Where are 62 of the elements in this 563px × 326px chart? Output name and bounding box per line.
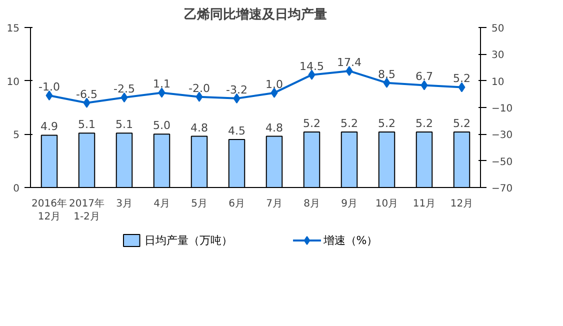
x-tick-label: 4月 — [154, 198, 170, 210]
data-label: 4.5 — [228, 124, 246, 138]
x-tick-label: 12月 — [450, 198, 474, 210]
point — [308, 70, 316, 80]
point — [233, 93, 240, 104]
y2-tick-label: 50 — [492, 24, 504, 34]
point — [270, 88, 278, 98]
point — [46, 90, 53, 100]
x-tick-label: 3月 — [116, 198, 132, 210]
data-label: -6.5 — [76, 88, 98, 101]
x-tick-label: 2016年 12月 — [32, 198, 67, 223]
data-label: 1.1 — [153, 78, 171, 91]
y-tick-label: 10 — [6, 76, 20, 88]
x-tick-label: 9月 — [341, 198, 358, 210]
data-label: 4.9 — [40, 120, 58, 134]
data-label: -2.0 — [188, 82, 210, 95]
data-label: 5.2 — [303, 117, 321, 130]
y2-tick-label: −30 — [492, 130, 513, 142]
data-label: 8.5 — [378, 68, 396, 81]
data-label: 1.0 — [266, 78, 284, 91]
x-tick-label: 2017年 1-2月 — [69, 198, 104, 223]
x-tick-label: 10月 — [375, 198, 398, 210]
y2-tick-label: −50 — [492, 156, 513, 168]
point — [83, 98, 90, 108]
y-tick-label: 5 — [13, 130, 20, 142]
point — [346, 66, 353, 76]
y2-tick-label: −70 — [492, 184, 513, 194]
data-label: 5.2 — [453, 117, 471, 130]
y2-tick-label: 10 — [492, 76, 504, 88]
data-label: 5.2 — [416, 117, 434, 130]
y-tick-label: 0 — [13, 184, 20, 194]
data-label: 4.8 — [190, 121, 208, 134]
point — [420, 80, 428, 90]
point — [196, 92, 203, 102]
data-label: 4.8 — [266, 121, 284, 134]
data-label: -1.0 — [38, 80, 60, 94]
x-tick-label: 11月 — [412, 198, 436, 210]
point — [383, 78, 390, 88]
data-label: -3.2 — [226, 83, 248, 96]
point — [158, 88, 166, 98]
point — [458, 82, 466, 92]
point — [120, 92, 128, 102]
y-tick-label: 15 — [6, 24, 20, 34]
data-label: 5.2 — [378, 117, 396, 130]
chart-title: 乙烯同比增速及日均产量 — [184, 6, 327, 22]
data-label: -2.5 — [114, 82, 135, 96]
data-label: 5.1 — [116, 118, 134, 132]
data-label: 5.2 — [340, 117, 358, 130]
data-label: 5.0 — [153, 119, 171, 132]
data-label: 6.7 — [416, 70, 434, 84]
data-label: 17.4 — [337, 56, 362, 69]
x-tick-label: 8月 — [304, 198, 320, 210]
x-tick-label: 5月 — [191, 198, 208, 210]
data-label: 5.1 — [78, 118, 96, 132]
data-label: 14.5 — [300, 60, 324, 73]
legend-label: 增速（%） — [322, 234, 378, 247]
y2-tick-label: −10 — [492, 104, 513, 114]
legend-label: 日均产量（万吨） — [144, 234, 232, 247]
data-label: 5.2 — [453, 72, 471, 86]
x-tick-label: 7月 — [266, 198, 282, 210]
y2-tick-label: 30 — [492, 50, 504, 62]
x-tick-label: 6月 — [228, 198, 245, 210]
